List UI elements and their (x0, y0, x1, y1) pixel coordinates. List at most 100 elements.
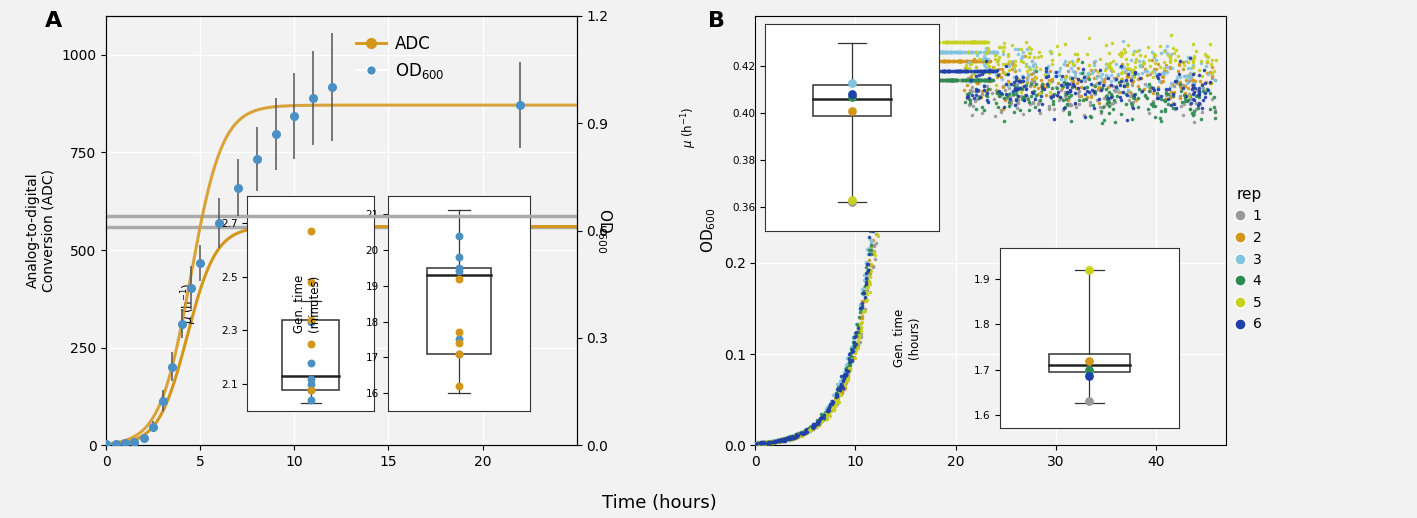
Point (1195, 62, 1217, 70)
Point (857, 266, 880, 275)
Point (833, 368, 856, 376)
Point (1162, 104, 1185, 112)
Point (1168, 78, 1190, 86)
Point (785, 433, 808, 441)
Point (886, 38, 908, 46)
Point (1076, 49, 1098, 57)
Point (1013, 95, 1036, 104)
Point (825, 395, 847, 404)
Point (1019, 99, 1041, 108)
Point (938, 76, 961, 84)
Point (1023, 73, 1046, 81)
Point (891, 38, 914, 46)
Point (761, 438, 784, 447)
Point (764, 438, 786, 446)
Point (959, 100, 982, 108)
Point (1076, 73, 1098, 81)
Point (829, 377, 852, 385)
Point (1024, 91, 1047, 99)
Point (1117, 82, 1139, 91)
Point (801, 425, 823, 433)
Point (901, 67, 924, 75)
Point (898, 57, 921, 65)
Point (1083, 104, 1105, 112)
Point (871, 141, 894, 150)
Point (978, 48, 1000, 56)
Point (901, 76, 924, 84)
Point (934, 38, 956, 46)
Point (949, 67, 972, 75)
Point (774, 436, 796, 444)
Point (792, 427, 815, 435)
Point (976, 44, 999, 52)
Point (794, 428, 816, 436)
Point (833, 372, 856, 380)
Point (891, 38, 914, 46)
Point (850, 308, 873, 316)
Point (920, 38, 942, 46)
Point (795, 427, 818, 435)
Point (920, 76, 942, 84)
Point (1020, 57, 1043, 65)
Point (1010, 75, 1033, 83)
Point (801, 424, 823, 433)
Point (870, 119, 893, 127)
Point (890, 76, 913, 84)
Point (1169, 94, 1192, 102)
Point (976, 59, 999, 67)
Point (1057, 100, 1080, 109)
Point (1138, 109, 1161, 117)
Point (1182, 70, 1204, 78)
Point (976, 89, 999, 97)
Point (1183, 68, 1206, 77)
Point (794, 427, 816, 436)
Point (1190, 104, 1213, 112)
Point (959, 76, 982, 84)
Point (1170, 102, 1193, 110)
Point (782, 433, 805, 441)
Point (805, 420, 828, 428)
Point (1192, 84, 1214, 92)
Point (955, 57, 978, 65)
Point (867, 175, 890, 183)
Point (1204, 56, 1227, 64)
Point (949, 48, 972, 56)
Point (754, 439, 777, 447)
Point (928, 67, 951, 75)
Point (1187, 66, 1210, 74)
Point (1196, 86, 1219, 94)
Point (762, 439, 785, 447)
Point (777, 434, 799, 442)
Point (921, 38, 944, 46)
Point (932, 48, 955, 56)
Point (979, 67, 1002, 75)
Point (745, 439, 768, 448)
Point (954, 67, 976, 75)
Point (877, 76, 900, 84)
Point (884, 48, 907, 56)
Point (979, 66, 1002, 74)
Point (968, 70, 990, 79)
Point (1163, 105, 1186, 113)
Point (809, 418, 832, 426)
Point (1019, 64, 1041, 73)
Point (1114, 76, 1136, 84)
Point (847, 321, 870, 329)
Point (918, 76, 941, 84)
Point (768, 437, 791, 445)
Point (958, 60, 981, 68)
Point (750, 439, 772, 448)
Point (888, 67, 911, 75)
Point (795, 428, 818, 437)
Point (819, 406, 842, 414)
Point (836, 367, 859, 376)
Point (754, 439, 777, 448)
Point (777, 435, 799, 443)
Point (880, 76, 903, 84)
Point (1173, 89, 1196, 97)
Point (863, 201, 886, 209)
Point (1073, 77, 1095, 85)
Point (1016, 76, 1039, 84)
Point (964, 94, 986, 102)
Point (880, 74, 903, 82)
